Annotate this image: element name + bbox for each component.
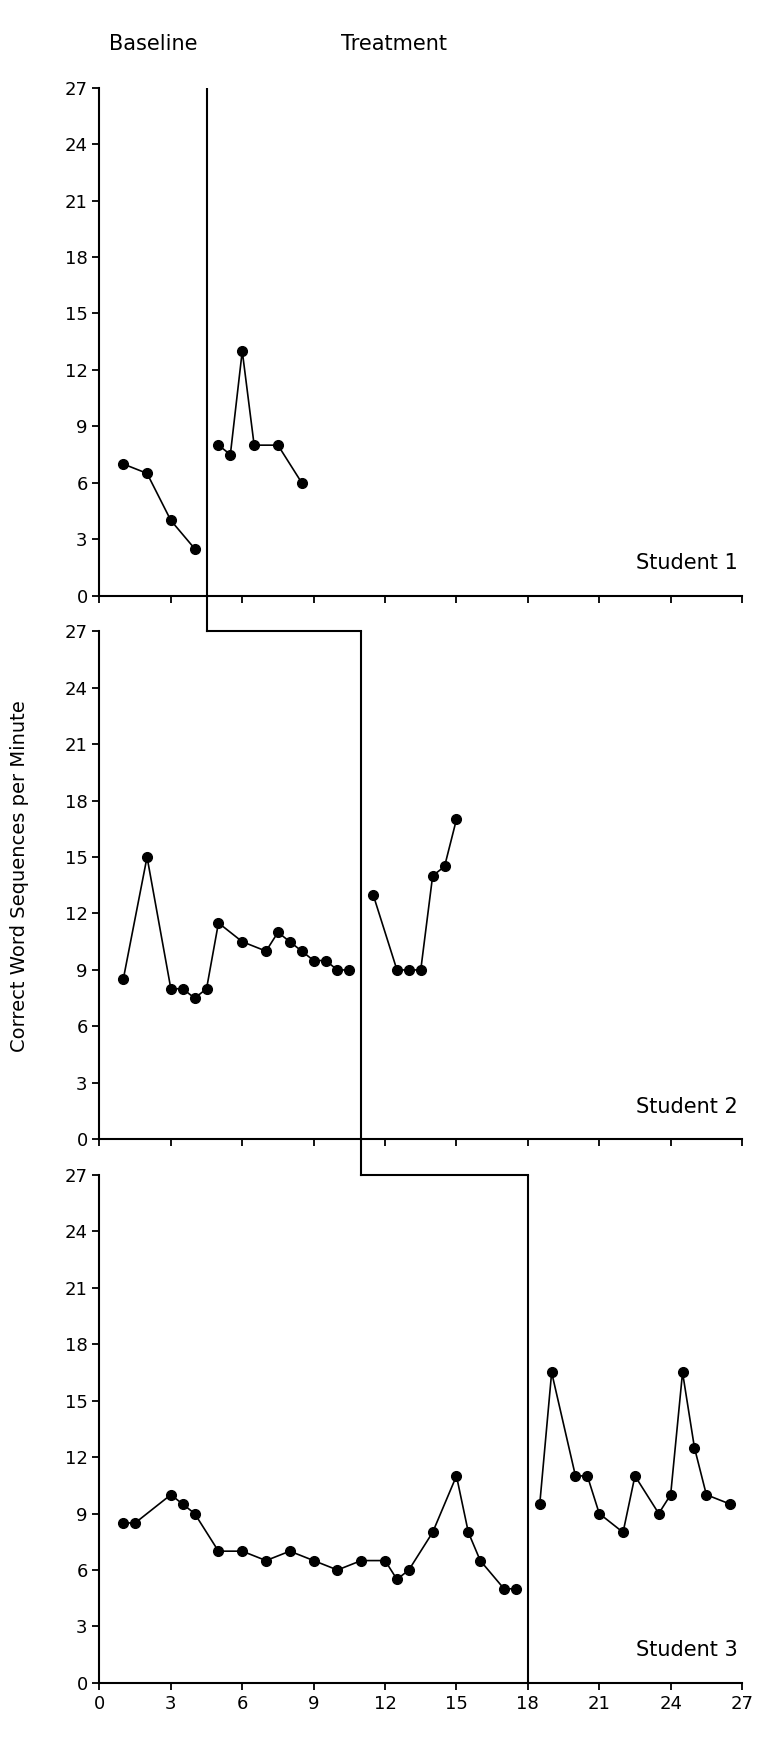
Text: Student 1: Student 1 [636, 554, 737, 573]
Text: Correct Word Sequences per Minute: Correct Word Sequences per Minute [10, 701, 28, 1052]
Text: Treatment: Treatment [341, 33, 447, 54]
Text: Student 3: Student 3 [636, 1641, 737, 1660]
Text: Baseline: Baseline [109, 33, 197, 54]
Text: Student 2: Student 2 [636, 1097, 737, 1117]
